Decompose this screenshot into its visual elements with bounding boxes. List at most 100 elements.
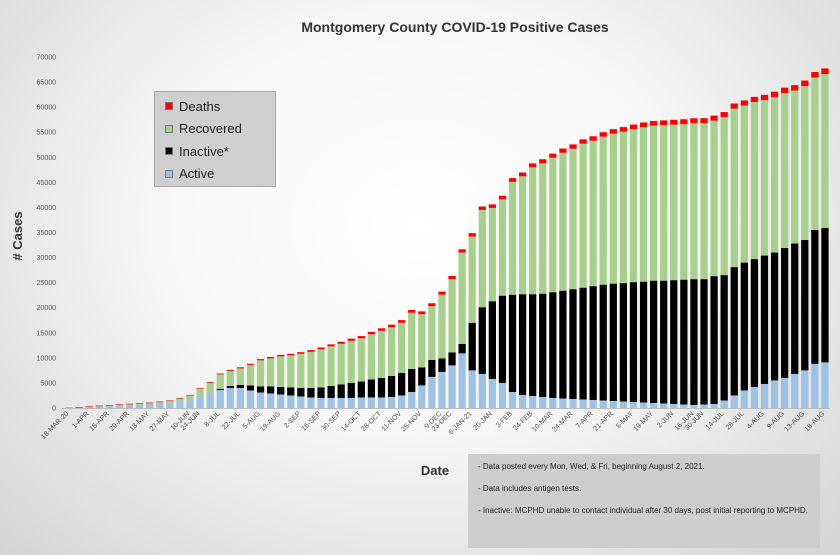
x-tick-label: 2-JUN [656,410,675,429]
bar-segment-active [105,405,113,408]
bar-segment-recovered [337,343,345,385]
bar-segment-inactive [226,385,234,388]
bar-segment-recovered [680,124,688,280]
bar-segment-deaths [781,87,789,94]
bar-segment-active [690,404,698,408]
bar-segment-deaths [196,388,204,389]
bar-segment-active [357,397,365,408]
bar-segment-inactive [246,385,255,391]
bar-segment-recovered [740,105,748,263]
x-tick-label: 18-MAR-20 [40,410,70,440]
bar-segment-deaths [549,153,557,158]
x-tick-label: 16-SEP [300,410,322,432]
bar-segment-recovered [549,157,557,293]
bar-segment-deaths [226,369,234,371]
bar-segment-deaths [438,291,446,295]
bar-segment-deaths [589,136,597,141]
bar-segment-recovered [639,127,648,282]
bar-segment-inactive [478,307,486,374]
bar-segment-active [387,396,396,408]
bar-segment-deaths [317,347,325,350]
bar-segment-deaths [468,233,476,237]
y-tick-label: 10000 [37,355,57,362]
bar-segment-deaths [115,404,124,405]
bar-segment-deaths [750,96,759,103]
bar-segment-inactive [639,281,648,403]
y-tick-label: 35000 [37,230,57,237]
bar-segment-active [85,406,93,408]
bar-segment-recovered [781,93,789,249]
bar-segment-inactive [468,322,476,371]
bar-segment-deaths [428,303,436,307]
bar-segment-inactive [266,386,275,394]
x-tick-label: 25-NOV [400,410,423,433]
bar-segment-active [639,402,648,408]
bar-segment-inactive [236,384,245,388]
bar-segment-active [367,397,376,408]
x-tick-label: 24-MAR [551,410,574,433]
bar-segment-active [710,403,718,408]
y-tick-label: 50000 [37,155,57,162]
bar-segment-active [629,401,638,408]
bar-segment-recovered [629,129,638,283]
x-tick-label: 15-APR [88,410,110,432]
bar-segment-recovered [398,322,406,373]
bar-segment-inactive [408,368,416,392]
x-tick-label: 14-OCT [340,410,363,433]
bar-segment-deaths [458,249,466,253]
x-tick-label: 1-APR [71,410,91,430]
bar-segment-active [770,380,779,408]
bar-segment-recovered [579,143,587,288]
y-tick-label: 55000 [37,130,57,137]
legend-swatch-inactive [165,147,173,156]
bar-segment-deaths [569,144,577,149]
bar-segment-recovered [327,346,335,386]
bar-segment-deaths [670,119,678,125]
bar-segment-deaths [297,352,305,354]
bar-segment-recovered [236,368,245,385]
bar-segment-inactive [750,259,759,387]
bar-segment-inactive [529,294,537,396]
bar-segment-inactive [791,243,799,374]
bar-segment-active [287,395,295,408]
bar-segment-inactive [428,359,436,377]
bar-segment-active [730,395,738,408]
bar-segment-active [569,398,577,408]
bar-segment-recovered [811,77,819,230]
bar-segment-active [347,397,355,408]
bar-segment-active [307,397,315,408]
bar-segment-active [760,383,769,408]
legend-swatch-deaths [165,102,173,111]
bar-segment-deaths [539,159,547,164]
bar-segment-active [599,400,607,408]
bar-segment-inactive [760,255,769,384]
x-tick-label: 13-MAY [129,410,152,433]
bar-segment-active [408,391,416,408]
bar-segment-recovered [609,133,617,284]
bar-segment-inactive [770,252,779,381]
bar-segment-active [277,394,285,408]
bar-segment-inactive [256,386,265,393]
bar-segment-deaths [327,344,335,347]
bar-segment-active [508,391,517,408]
bars [65,68,829,409]
x-tick-label: 4-AUG [746,410,766,430]
bar-segment-recovered [317,349,325,388]
legend-item-inactive: Inactive* [165,140,265,163]
bar-segment-deaths [307,350,315,352]
bar-segment-active [670,403,678,408]
y-tick-label: 0 [52,406,56,413]
bar-segment-inactive [599,284,607,401]
bar-segment-inactive [277,386,285,395]
bar-segment-inactive [781,248,789,378]
bar-segment-recovered [287,355,295,388]
bar-segment-active [266,393,275,408]
bar-segment-active [579,399,587,408]
bar-segment-active [549,397,557,408]
bar-segment-deaths [186,394,194,396]
bar-segment-inactive [297,387,305,397]
bar-segment-recovered [226,370,234,386]
bar-segment-deaths [488,204,496,208]
legend-item-recovered: Recovered [165,118,265,141]
bar-segment-recovered [297,353,305,388]
